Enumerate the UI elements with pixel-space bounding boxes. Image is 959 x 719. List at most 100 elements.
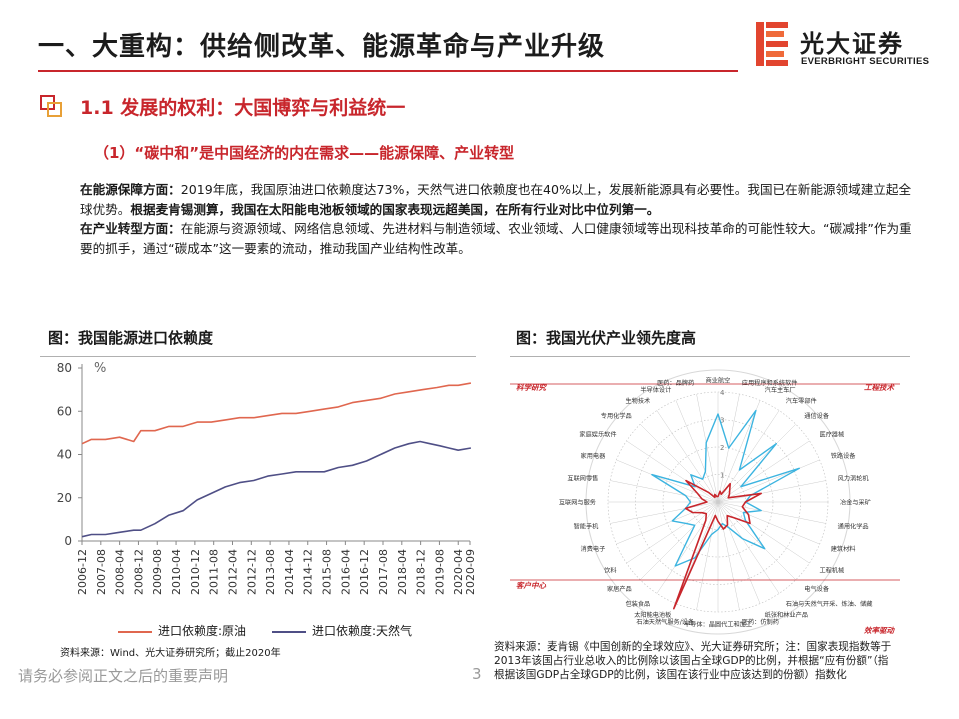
radar-category-label: 通用化学品 — [838, 522, 869, 530]
radar-category-label: 医药：仿制药 — [742, 618, 779, 626]
industry-transition-text: 在能源与资源领域、网络信息领域、先进材料与制造领域、农业领域、人口健康领域等出现… — [80, 221, 912, 256]
energy-security-paragraph: 在能源保障方面：2019年底，我国原油进口依赖度达73%，天然气进口依赖度也在4… — [80, 180, 918, 219]
radar-ring-label: 4 — [720, 389, 725, 397]
radar-spoke — [717, 400, 761, 503]
y-tick-label: 80 — [57, 361, 72, 375]
radar-spoke — [696, 394, 719, 503]
radar-quadrant-label: 科学研究 — [516, 383, 547, 392]
section-bullet-icon — [40, 95, 62, 117]
x-tick-label: 2014-04 — [283, 549, 296, 595]
radar-category-label: 互联网与服务 — [559, 499, 596, 507]
radar-category-label: 汽车零部件 — [786, 397, 817, 405]
radar-category-label: 饮料 — [604, 566, 616, 574]
radar-ring-label: 3 — [720, 417, 724, 425]
y-tick-label: 0 — [64, 534, 72, 548]
radar-spoke — [696, 501, 719, 610]
radar-outer-ring — [585, 369, 851, 635]
radar-series-red — [673, 479, 762, 610]
section-heading: 1.1 发展的权利：大国博弈与利益统一 — [80, 97, 406, 119]
left-chart-title: 图：我国能源进口依赖度 — [48, 329, 214, 347]
radar-spoke — [717, 459, 820, 503]
radar-spoke — [675, 400, 719, 503]
page-number: 3 — [472, 665, 482, 683]
radar-category-label: 家庭娱乐软件 — [579, 431, 616, 439]
radar-category-label: 汽车主车厂 — [765, 386, 796, 394]
radar-category-label: 消费电子 — [581, 545, 606, 553]
radar-series-cyan — [651, 409, 800, 567]
x-tick-label: 2017-08 — [377, 549, 390, 595]
radar-category-label: 半导体：晶圆代工和加工 — [684, 621, 752, 629]
radar-spoke — [640, 501, 719, 580]
x-tick-label: 2012-12 — [245, 549, 258, 595]
x-tick-label: 2008-12 — [132, 549, 145, 595]
y-tick-label: 60 — [57, 404, 72, 418]
radar-category-label: 风力涡轮机 — [838, 475, 870, 483]
x-tick-label: 2020-04 — [452, 549, 465, 595]
x-tick-label: 2019-08 — [433, 549, 446, 595]
x-tick-label: 2013-08 — [264, 549, 277, 595]
x-tick-label: 2020-09 — [464, 549, 477, 595]
radar-spoke — [610, 501, 719, 524]
x-tick-label: 2012-04 — [226, 549, 239, 595]
everbright-logo-icon — [756, 22, 788, 66]
radar-spoke — [626, 440, 719, 503]
natural-gas-series-line — [81, 440, 472, 538]
radar-spoke — [717, 501, 796, 580]
radar-category-label: 智能手机 — [574, 522, 600, 530]
x-tick-label: 2007-08 — [95, 549, 108, 595]
radar-category-label: 专用化学品 — [601, 412, 632, 420]
y-unit-label: % — [94, 361, 106, 376]
radar-spoke — [616, 459, 719, 503]
radar-category-label: 家居产品 — [607, 585, 632, 593]
solar-industry-radar-chart: 1 2 3 4 商业航空 应用程序和系统软件汽车主车厂汽车零部件通信设备医疗器械铁路设备风… — [510, 369, 900, 635]
radar-quadrant-label: 工程技术 — [864, 383, 895, 392]
radar-category-label: 纸张和林业产品 — [765, 611, 808, 619]
radar-category-label: 铁路设备 — [831, 452, 857, 460]
x-tick-label: 2018-04 — [396, 549, 409, 595]
radar-spoke — [717, 501, 826, 524]
radar-category-label: 生物技术 — [625, 397, 650, 405]
logo-name-en: EVERBRIGHT SECURITIES — [801, 56, 930, 67]
crude-oil-series-line — [81, 382, 472, 445]
radar-spoke — [656, 501, 719, 594]
radar-category-label: 石油与天然气开采、炼油、储藏 — [786, 600, 873, 608]
radar-category-label: 互联网零售 — [567, 475, 598, 483]
right-chart-rule — [510, 356, 910, 357]
radar-category-label: 建筑材料 — [831, 545, 856, 553]
right-chart-source: 资料来源：麦肯锡《中国创新的全球效应》、光大证券研究所；注：国家表现指数等于20… — [494, 641, 892, 681]
brand-logo: 光大证券 EVERBRIGHT SECURITIES — [756, 22, 946, 72]
x-tick-label: 2010-04 — [170, 549, 183, 595]
radar-category-label: 冶金与采矿 — [840, 499, 871, 507]
radar-spoke — [656, 410, 719, 503]
x-tick-label: 2006-12 — [76, 549, 89, 595]
industry-transition-label: 在产业转型方面： — [80, 221, 181, 236]
x-tick-label: 2014-12 — [302, 549, 315, 595]
left-chart-source: 资料来源：Wind、光大证券研究所；截止2020年 — [60, 648, 281, 659]
radar-category-label: 电气设备 — [804, 585, 830, 593]
radar-spoke — [717, 501, 761, 604]
radar-ring-label: 1 — [720, 472, 724, 480]
slide-title: 一、大重构：供给侧改革、能源革命与产业升级 — [38, 32, 606, 62]
sub-heading: （1）“碳中和”是中国经济的内在需求——能源保障、产业转型 — [94, 144, 515, 162]
radar-category-label: 工程机械 — [819, 566, 844, 574]
x-tick-label: 2018-12 — [415, 549, 428, 595]
radar-category-label: 商业航空 — [706, 377, 731, 385]
radar-quadrant-label: 客户中心 — [516, 581, 546, 590]
radar-spoke — [717, 501, 820, 545]
y-tick-label: 40 — [57, 448, 72, 462]
x-tick-label: 2016-04 — [339, 549, 352, 595]
energy-security-text: 2019年底，我国原油进口依赖度达73%，天然气进口依赖度也在40%以上，发展新… — [80, 182, 912, 217]
radar-spoke — [717, 501, 810, 564]
x-tick-label: 2009-08 — [151, 549, 164, 595]
radar-spoke — [610, 480, 719, 503]
logo-name-cn: 光大证券 — [800, 30, 904, 58]
right-chart-title: 图：我国光伏产业领先度高 — [516, 329, 697, 347]
radar-spoke — [717, 424, 796, 503]
x-tick-label: 2016-12 — [358, 549, 371, 595]
radar-spoke — [640, 424, 719, 503]
radar-category-label: 半导体设计 — [640, 386, 671, 394]
industry-transition-paragraph: 在产业转型方面：在能源与资源领域、网络信息领域、先进材料与制造领域、农业领域、人… — [80, 219, 918, 258]
energy-security-label: 在能源保障方面： — [80, 182, 181, 197]
legend-crude: 进口依赖度:原油 — [118, 622, 246, 639]
radar-category-label: 包装食品 — [625, 600, 650, 608]
